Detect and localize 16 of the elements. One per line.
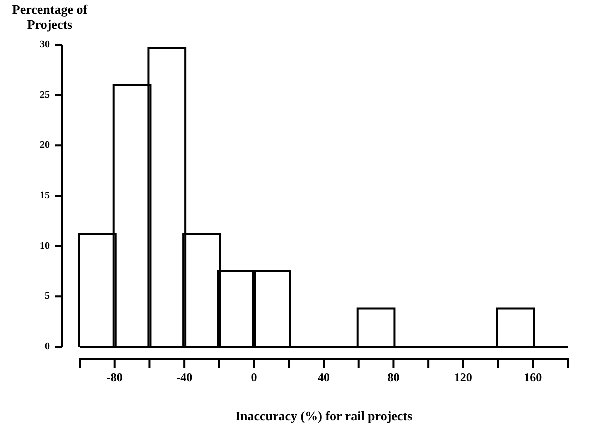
x-tick-label: -40: [176, 370, 193, 384]
y-tick-label: 30: [40, 40, 50, 51]
y-tick-label: 25: [40, 90, 50, 101]
x-tick-label: 0: [251, 370, 258, 384]
x-tick-label: 40: [318, 370, 330, 384]
x-tick-label: 120: [454, 370, 472, 384]
x-axis-title: Inaccuracy (%) for rail projects: [235, 408, 413, 424]
y-tick-label: 10: [40, 240, 50, 252]
x-tick-label: 160: [524, 370, 542, 384]
y-tick-label: 0: [45, 342, 50, 353]
y-tick-label: 15: [40, 190, 50, 202]
x-tick-label: 80: [388, 370, 400, 384]
x-tick-label: -80: [106, 370, 123, 384]
y-tick-label: 20: [40, 140, 50, 152]
y-axis-title: Percentage of Projects: [11, 2, 89, 32]
y-tick-label: 5: [45, 291, 50, 302]
